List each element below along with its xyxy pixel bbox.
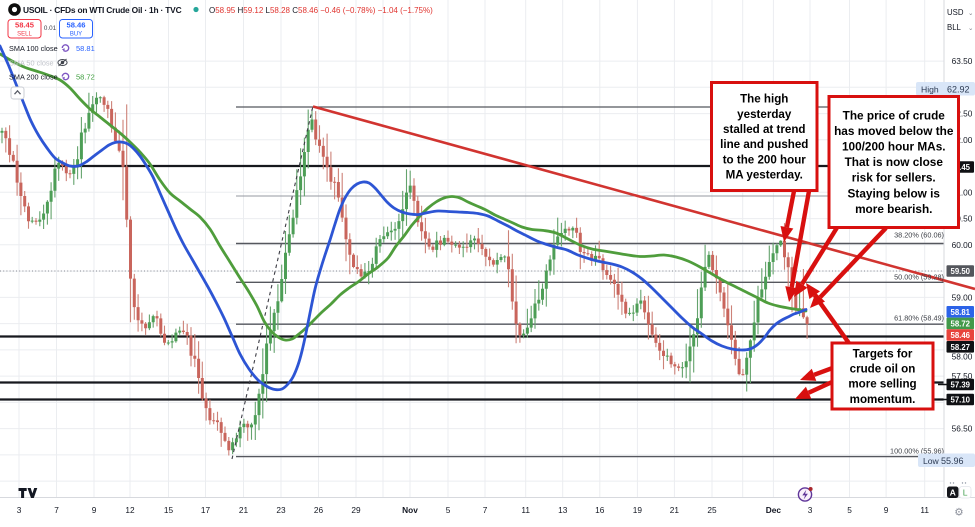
svg-text:13: 13 xyxy=(558,505,568,515)
svg-text:BUY: BUY xyxy=(70,32,82,38)
svg-text:High: High xyxy=(921,84,939,94)
svg-text:11: 11 xyxy=(521,505,530,515)
svg-text:more bearish.: more bearish. xyxy=(855,202,932,216)
svg-text:19: 19 xyxy=(633,505,643,515)
svg-text:55.96: 55.96 xyxy=(941,456,964,466)
svg-text:9: 9 xyxy=(92,505,97,515)
svg-text:58.46: 58.46 xyxy=(950,331,970,340)
svg-text:line and pushed: line and pushed xyxy=(720,138,808,151)
svg-text:58.00: 58.00 xyxy=(952,352,973,362)
svg-text:58.81: 58.81 xyxy=(950,308,970,317)
svg-text:O58.95 H59.12 L58.28 C58.46 −0: O58.95 H59.12 L58.28 C58.46 −0.46 (−0.78… xyxy=(209,6,433,15)
svg-text:SELL: SELL xyxy=(17,32,32,38)
svg-text:23: 23 xyxy=(276,505,286,515)
svg-text:The price of crude: The price of crude xyxy=(843,108,946,122)
svg-text:100/200 hour MAs.: 100/200 hour MAs. xyxy=(842,140,946,154)
svg-text:63.50: 63.50 xyxy=(952,56,973,66)
svg-text:yesterday: yesterday xyxy=(737,108,792,121)
svg-text:That is now close: That is now close xyxy=(845,155,944,169)
svg-text:⌄: ⌄ xyxy=(968,25,973,32)
svg-text:Targets for: Targets for xyxy=(853,347,913,360)
svg-text:A: A xyxy=(950,487,956,497)
svg-text:60.50: 60.50 xyxy=(952,214,973,224)
svg-text:3: 3 xyxy=(808,505,813,515)
svg-text:Dec: Dec xyxy=(766,505,782,515)
svg-text:SMA 50 close: SMA 50 close xyxy=(9,58,54,67)
svg-text:62.00: 62.00 xyxy=(952,135,973,145)
svg-text:9: 9 xyxy=(884,505,889,515)
svg-text:50.00% (59.28): 50.00% (59.28) xyxy=(894,273,944,282)
svg-text:0.01: 0.01 xyxy=(44,25,57,32)
svg-text:29: 29 xyxy=(351,505,361,515)
svg-text:crude oil on: crude oil on xyxy=(850,363,916,376)
svg-text:5: 5 xyxy=(446,505,451,515)
svg-text:58.72: 58.72 xyxy=(76,73,95,82)
svg-text:16: 16 xyxy=(595,505,605,515)
svg-text:Staying below is: Staying below is xyxy=(848,186,941,200)
svg-text:SMA 100 close: SMA 100 close xyxy=(9,44,58,53)
svg-text:momentum.: momentum. xyxy=(850,393,916,406)
svg-text:has moved below the: has moved below the xyxy=(834,124,954,138)
svg-text:MA yesterday.: MA yesterday. xyxy=(726,169,803,182)
svg-text:15: 15 xyxy=(164,505,174,515)
svg-text:L: L xyxy=(963,487,968,497)
svg-text:11: 11 xyxy=(920,505,929,515)
svg-text:SMA 200 close: SMA 200 close xyxy=(9,73,58,82)
svg-text:57.10: 57.10 xyxy=(950,396,970,405)
svg-text:59.00: 59.00 xyxy=(952,292,973,302)
svg-text:58.81: 58.81 xyxy=(76,44,95,53)
svg-text:62.92: 62.92 xyxy=(947,84,970,94)
svg-text:56.50: 56.50 xyxy=(952,424,973,434)
svg-text:58.46: 58.46 xyxy=(66,21,85,30)
svg-text:7: 7 xyxy=(54,505,59,515)
svg-text:The high: The high xyxy=(740,93,788,106)
svg-text:58.27: 58.27 xyxy=(950,343,970,352)
svg-text:risk for sellers.: risk for sellers. xyxy=(852,171,936,185)
svg-text:USD: USD xyxy=(947,8,964,17)
svg-text:more selling: more selling xyxy=(848,378,916,391)
svg-text:Low: Low xyxy=(923,456,940,466)
svg-text:7: 7 xyxy=(483,505,488,515)
svg-text:57.50: 57.50 xyxy=(952,371,973,381)
svg-text:61.45: 61.45 xyxy=(950,163,970,172)
svg-text:25: 25 xyxy=(707,505,717,515)
svg-text:17: 17 xyxy=(201,505,211,515)
svg-text:stalled at trend: stalled at trend xyxy=(723,123,805,136)
svg-text:61.80% (58.49): 61.80% (58.49) xyxy=(894,314,944,323)
svg-text:⚙: ⚙ xyxy=(954,507,963,519)
svg-text:26: 26 xyxy=(314,505,324,515)
svg-text:58.45: 58.45 xyxy=(15,21,35,30)
svg-text:59.50: 59.50 xyxy=(950,267,970,276)
svg-text:BLL: BLL xyxy=(947,23,962,32)
svg-text:Nov: Nov xyxy=(402,505,418,515)
svg-text:to the 200 hour: to the 200 hour xyxy=(723,153,807,166)
svg-text:5: 5 xyxy=(847,505,852,515)
svg-text:38.20% (60.06): 38.20% (60.06) xyxy=(894,231,944,240)
svg-text:3: 3 xyxy=(17,505,22,515)
svg-text:21: 21 xyxy=(239,505,249,515)
svg-text:58.72: 58.72 xyxy=(950,319,970,328)
svg-text:USOIL · CFDs on WTI Crude Oil: USOIL · CFDs on WTI Crude Oil · 1h · TVC xyxy=(23,5,182,15)
svg-text:57.39: 57.39 xyxy=(950,381,970,390)
svg-text:21: 21 xyxy=(670,505,680,515)
svg-text:12: 12 xyxy=(125,505,135,515)
svg-text:60.00: 60.00 xyxy=(952,240,973,250)
svg-text:100.00% (55.96): 100.00% (55.96) xyxy=(890,447,944,456)
svg-text:⌄: ⌄ xyxy=(968,10,973,17)
svg-text:61.00: 61.00 xyxy=(952,187,973,197)
svg-text:62.50: 62.50 xyxy=(952,109,973,119)
